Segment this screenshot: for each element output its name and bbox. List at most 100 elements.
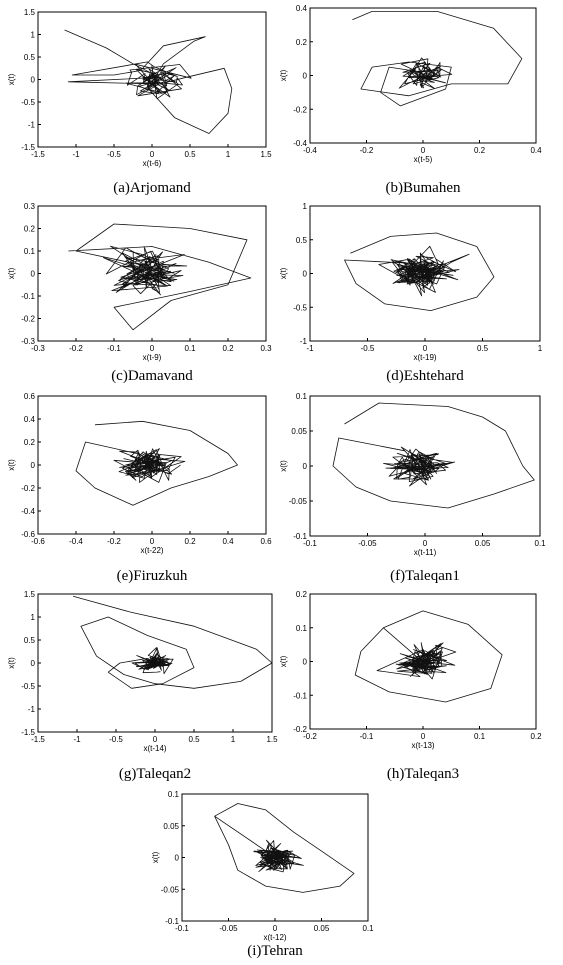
x-tick-label: 0.5 [477, 344, 489, 353]
x-tick-label: 0.2 [474, 146, 486, 155]
x-axis-label: x(t-14) [143, 744, 166, 753]
y-tick-label: 0.1 [168, 790, 180, 799]
x-tick-label: 1 [231, 735, 236, 744]
x-tick-label: 0.1 [474, 732, 486, 741]
y-tick-label: 0.5 [296, 236, 308, 245]
x-tick-label: 0.05 [314, 924, 330, 933]
panel-caption: (i)Tehran [247, 943, 303, 959]
y-tick-label: -1 [300, 337, 308, 346]
trajectory-line [75, 420, 238, 506]
x-tick-label: -1 [72, 150, 80, 159]
y-tick-label: 0 [175, 854, 180, 863]
x-tick-label: -0.6 [31, 537, 45, 546]
x-tick-label: 1 [538, 344, 543, 353]
plot-frame [37, 11, 267, 148]
x-tick-label: -0.4 [69, 537, 83, 546]
x-tick-label: -0.2 [107, 537, 121, 546]
x-tick-label: 0.05 [475, 539, 491, 548]
y-tick-label: 0.1 [24, 247, 36, 256]
y-tick-label: 0.1 [296, 624, 308, 633]
x-tick-label: 0.5 [184, 150, 196, 159]
y-tick-label: -0.05 [289, 497, 308, 506]
x-tick-label: -1 [306, 344, 314, 353]
y-tick-label: -0.5 [293, 303, 307, 312]
y-tick-label: -1.5 [21, 143, 35, 152]
x-tick-label: -0.05 [358, 539, 377, 548]
x-axis-label: x(t-19) [413, 353, 436, 362]
y-axis-label: x(t) [279, 460, 288, 472]
trajectory-line [352, 11, 523, 107]
panel-caption: (d)Eshtehard [386, 368, 464, 384]
y-tick-label: 0.6 [24, 392, 36, 401]
trajectory-line [64, 29, 233, 134]
y-tick-label: -1 [28, 121, 36, 130]
x-tick-label: 1.5 [266, 735, 278, 744]
y-tick-label: -0.1 [293, 691, 307, 700]
x-tick-label: -0.2 [360, 146, 374, 155]
x-tick-label: 0.1 [184, 344, 196, 353]
x-tick-label: 0 [423, 539, 428, 548]
y-tick-label: 0 [31, 659, 36, 668]
y-tick-label: -0.2 [293, 725, 307, 734]
x-tick-label: 0 [150, 150, 155, 159]
y-tick-label: 0.5 [24, 53, 36, 62]
y-tick-label: 0 [303, 462, 308, 471]
y-tick-label: 0.4 [24, 415, 36, 424]
y-tick-label: -0.2 [21, 315, 35, 324]
y-tick-label: -0.1 [21, 292, 35, 301]
y-tick-label: -0.2 [21, 484, 35, 493]
x-tick-label: 0.2 [530, 732, 542, 741]
trajectory-line [72, 595, 273, 689]
y-tick-label: -0.4 [293, 139, 307, 148]
y-tick-label: 0.5 [24, 636, 36, 645]
y-tick-label: -0.6 [21, 530, 35, 539]
x-axis-label: x(t-12) [263, 933, 286, 942]
x-tick-label: 1.5 [260, 150, 272, 159]
panel-caption: (b)Bumahen [386, 180, 461, 196]
x-tick-label: 0.6 [260, 537, 272, 546]
x-tick-label: 0 [273, 924, 278, 933]
x-axis-label: x(t-6) [143, 159, 162, 168]
y-tick-label: 0 [303, 72, 308, 81]
trajectory-line [354, 610, 503, 703]
y-axis-label: x(t) [279, 267, 288, 279]
y-tick-label: 0 [303, 658, 308, 667]
x-tick-label: 0.2 [222, 344, 234, 353]
y-tick-label: 1.5 [24, 590, 36, 599]
y-tick-label: 0 [303, 270, 308, 279]
y-axis-label: x(t) [7, 73, 16, 85]
panel-caption: (h)Taleqan3 [387, 766, 459, 782]
y-axis-label: x(t) [151, 851, 160, 863]
chart-1: -1.5 -1 -0.5 0 0.5 1 1.5 -1.5 -1 -0.5 0 0.5 1 1.5 x(t-… [7, 8, 272, 196]
y-tick-label: 1 [31, 613, 36, 622]
x-tick-label: 0 [423, 344, 428, 353]
x-tick-label: -1 [73, 735, 81, 744]
x-tick-label: 0.1 [534, 539, 546, 548]
y-axis-label: x(t) [7, 657, 16, 669]
x-axis-label: x(t-5) [414, 155, 433, 164]
y-tick-label: -0.05 [161, 885, 180, 894]
y-tick-label: -1 [28, 705, 36, 714]
y-tick-label: 0.2 [24, 438, 36, 447]
x-tick-label: -0.2 [69, 344, 83, 353]
x-tick-label: -0.2 [303, 732, 317, 741]
y-tick-label: -0.5 [21, 98, 35, 107]
panel-caption: (g)Taleqan2 [119, 766, 191, 782]
x-tick-label: 0 [421, 146, 426, 155]
x-tick-label: -0.1 [303, 539, 317, 548]
x-tick-label: -0.4 [303, 146, 317, 155]
y-tick-label: -0.1 [293, 532, 307, 541]
panel-caption: (f)Taleqan1 [390, 568, 460, 584]
x-axis-label: x(t-22) [140, 546, 163, 555]
x-axis-label: x(t-13) [411, 741, 434, 750]
x-axis-label: x(t-9) [143, 353, 162, 362]
chart-8: -0.2 -0.1 0 0.1 0.2 -0.2 -0.1 0 0.1 0.2 x(t-13) x(t… [279, 590, 542, 782]
y-tick-label: 0 [31, 270, 36, 279]
x-tick-label: 0.1 [362, 924, 374, 933]
y-tick-label: 0.2 [296, 38, 308, 47]
panel-caption: (c)Damavand [111, 368, 193, 384]
panel-caption: (a)Arjomand [113, 180, 191, 196]
chart-6: -0.1 -0.05 0 0.05 0.1 -0.1 -0.05 0 0.05 0.1 x(t-11… [279, 392, 546, 584]
x-tick-label: -0.05 [219, 924, 238, 933]
